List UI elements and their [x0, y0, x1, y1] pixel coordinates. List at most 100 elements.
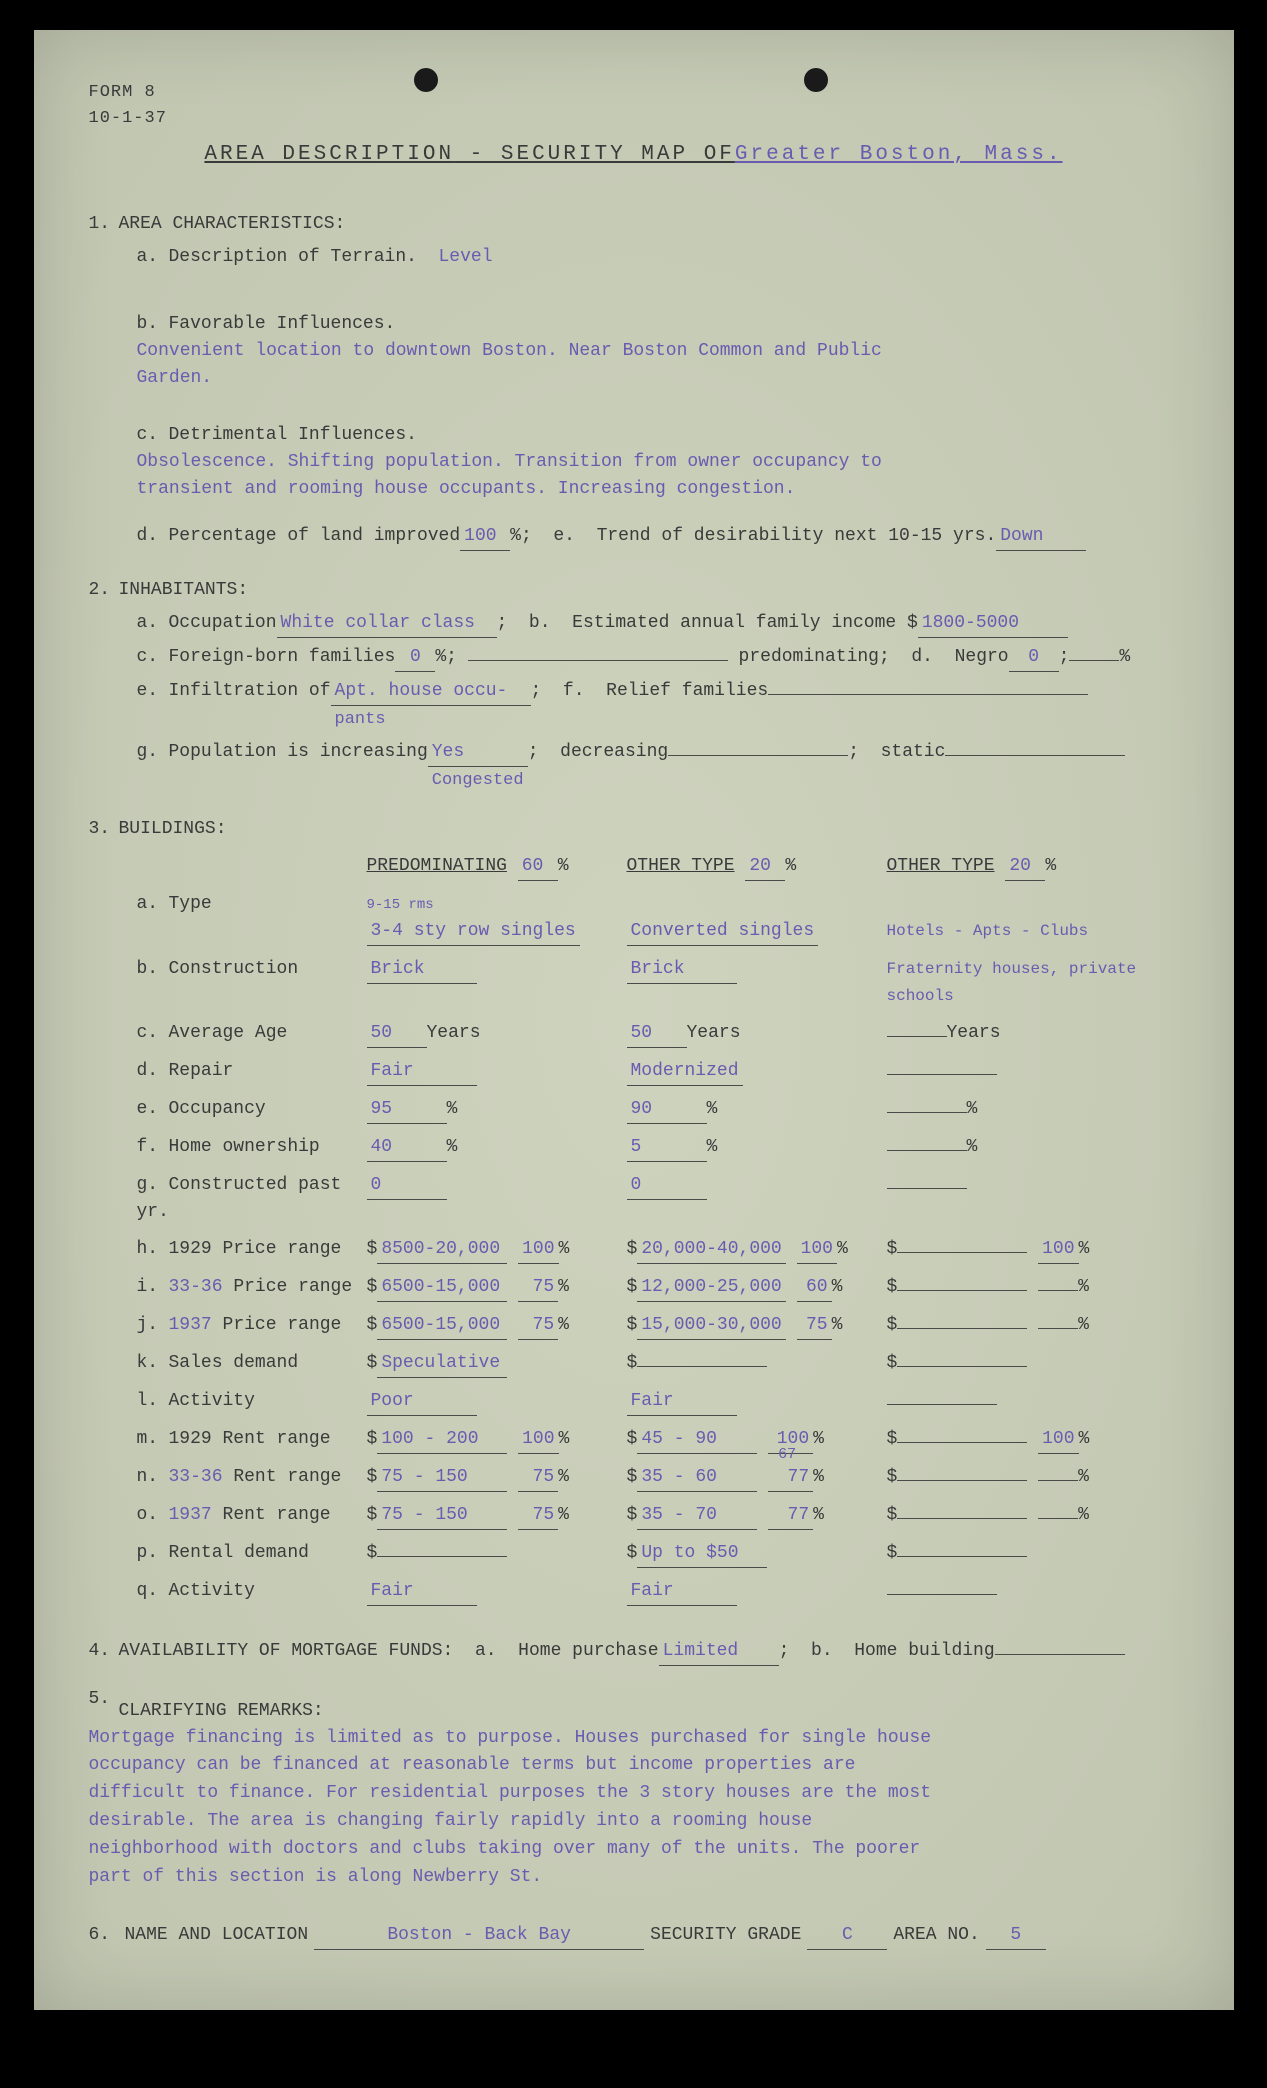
s4-num: 4. [89, 1638, 119, 1665]
s5-text: Mortgage financing is limited as to purp… [89, 1725, 939, 1892]
row-occupancy: e.Occupancy 95% 90% % [137, 1096, 1179, 1124]
s1de-row: d. Percentage of land improved 100 %; e.… [89, 523, 1179, 551]
col2-head: OTHER TYPE 20% [627, 853, 887, 881]
row-sales-demand: k.Sales demand $Speculative $ $ [137, 1350, 1179, 1378]
s2d-value: 0 [1009, 644, 1059, 672]
s4-title: AVAILABILITY OF MORTGAGE FUNDS: [119, 1638, 454, 1665]
s6-area-value: 5 [986, 1922, 1046, 1950]
s2d-pct [1069, 660, 1119, 661]
s1-num: 1. [89, 211, 119, 238]
s6-num: 6. [89, 1922, 119, 1949]
s4b: ; b. [779, 1638, 855, 1665]
s1b-row: b. Favorable Influences. Convenient loca… [89, 311, 1179, 392]
s5-title: CLARIFYING REMARKS: [119, 1698, 349, 1725]
s1c-value: Obsolescence. Shifting population. Trans… [137, 449, 897, 503]
semi4: ; [528, 739, 560, 766]
s1c-letter: c. [137, 422, 169, 449]
s2c-letter: c. [137, 644, 169, 671]
s1a-value: Level [439, 244, 493, 271]
s6-grade-label: SECURITY GRADE [650, 1922, 801, 1949]
s2c-label: Foreign-born families [169, 644, 396, 671]
s2c-pred-value [468, 660, 728, 661]
semi2: ; [1059, 644, 1070, 671]
s2b-label: Estimated annual family income $ [572, 610, 918, 637]
s1a-row: a. Description of Terrain. Level [89, 244, 1179, 271]
row-constructed: g.Constructed past yr. 0 0 [137, 1172, 1179, 1226]
s2d-label: Negro [955, 644, 1009, 671]
s6-area-label: AREA NO. [893, 1922, 979, 1949]
section-2-head: 2. INHABITANTS: [89, 565, 1179, 604]
s1b-label: Favorable Influences. [169, 311, 439, 338]
title-mid: - SECURITY MAP OF [454, 143, 735, 166]
s1a-letter: a. [137, 244, 169, 271]
semi: ; b. [497, 610, 573, 637]
buildings-table: PREDOMINATING 60% OTHER TYPE 20% OTHER T… [137, 853, 1179, 1606]
document-title: AREA DESCRIPTION - SECURITY MAP OFGreate… [89, 139, 1179, 171]
buildings-header: PREDOMINATING 60% OTHER TYPE 20% OTHER T… [137, 853, 1179, 881]
s2c-pred-label: predominating; d. [728, 644, 955, 671]
s4a: a. [453, 1638, 518, 1665]
s2f-label: Relief families [606, 678, 768, 705]
form-id-line2: 10-1-37 [89, 106, 1179, 132]
s1b-value: Convenient location to downtown Boston. … [137, 338, 897, 392]
s2g-inc: Yes [428, 739, 528, 767]
s3-num: 3. [89, 816, 119, 843]
s1b-letter: b. [137, 311, 169, 338]
s2ef-row: e. Infiltration of Apt. house occu- pant… [89, 678, 1179, 733]
s1-title: AREA CHARACTERISTICS: [119, 211, 346, 238]
row-1937-price: j.1937 Price range $6500-15,000 75% $15,… [137, 1312, 1179, 1340]
s1d-label: Percentage of land improved [169, 523, 461, 550]
col3-head: OTHER TYPE 20% [887, 853, 1147, 881]
s4b-label: Home building [854, 1638, 994, 1665]
s2-num: 2. [89, 577, 119, 604]
section-1-head: 1. AREA CHARACTERISTICS: [89, 199, 1179, 238]
s6-grade-value: C [807, 1922, 887, 1950]
s2cd-row: c. Foreign-born families 0 %; predominat… [89, 644, 1179, 672]
row-construction: b.Construction Brick Brick Fraternity ho… [137, 956, 1179, 1010]
s2ab-row: a. Occupation White collar class ; b. Es… [89, 610, 1179, 638]
row-age: c.Average Age 50Years 50Years Years [137, 1020, 1179, 1048]
s2g-label: Population is increasing [169, 739, 428, 766]
s2a-value: White collar class [277, 610, 497, 638]
row-type: a.Type 9-15 rms3-4 sty row singles Conve… [137, 891, 1179, 946]
s2g-dec-label: decreasing [560, 739, 668, 766]
s1a-label: Description of Terrain. [169, 244, 439, 271]
s6-name-label: NAME AND LOCATION [125, 1922, 309, 1949]
row-3336-rent: n.33-36 Rent range $75 - 150 75% $35 - 6… [137, 1464, 1179, 1492]
section-3-head: 3. BUILDINGS: [89, 804, 1179, 843]
row-1929-rent: m.1929 Rent range $100 - 200 100% $45 - … [137, 1426, 1179, 1454]
s2g-inc2: Congested [428, 771, 524, 790]
s2g-dec [668, 755, 848, 756]
s2g-stat [945, 755, 1125, 756]
col1-head: PREDOMINATING 60% [367, 853, 627, 881]
s2e-value: Apt. house occu- [331, 678, 531, 706]
row-rental-demand: p.Rental demand $ $Up to $50 $ [137, 1540, 1179, 1568]
s2a-letter: a. [137, 610, 169, 637]
s4a-value: Limited [659, 1638, 779, 1666]
s2c-value: 0 [395, 644, 435, 672]
row-repair: d.Repair Fair Modernized [137, 1058, 1179, 1086]
punch-hole-left [414, 68, 438, 92]
pct: %; [435, 644, 467, 671]
s1c-row: c. Detrimental Influences. Obsolescence.… [89, 422, 1179, 503]
s1c-label: Detrimental Influences. [169, 422, 439, 449]
section-6: 6. NAME AND LOCATION Boston - Back Bay S… [89, 1922, 1179, 1950]
pct-sign: %; e. [510, 523, 596, 550]
s4b-value [995, 1654, 1125, 1655]
s2e-value2: pants [331, 710, 386, 729]
row-ownership: f.Home ownership 40% 5% % [137, 1134, 1179, 1162]
s2b-value: 1800-5000 [918, 610, 1068, 638]
s1e-value: Down [996, 523, 1086, 551]
section-4: 4. AVAILABILITY OF MORTGAGE FUNDS: a. Ho… [89, 1626, 1179, 1666]
s3-title: BUILDINGS: [119, 816, 227, 843]
s2-title: INHABITANTS: [119, 577, 249, 604]
row-activity-sales: l.Activity Poor Fair [137, 1388, 1179, 1416]
title-city: Greater Boston, Mass. [735, 143, 1063, 166]
punch-hole-right [804, 68, 828, 92]
s5-num: 5. [89, 1686, 119, 1713]
s2g-row: g. Population is increasing Yes Congeste… [89, 739, 1179, 794]
row-1929-price: h.1929 Price range $8500-20,000 100% $20… [137, 1236, 1179, 1264]
row-3336-price: i.33-36 Price range $6500-15,000 75% $12… [137, 1274, 1179, 1302]
form-id-line1: FORM 8 [89, 80, 1179, 106]
semi5: ; [848, 739, 880, 766]
